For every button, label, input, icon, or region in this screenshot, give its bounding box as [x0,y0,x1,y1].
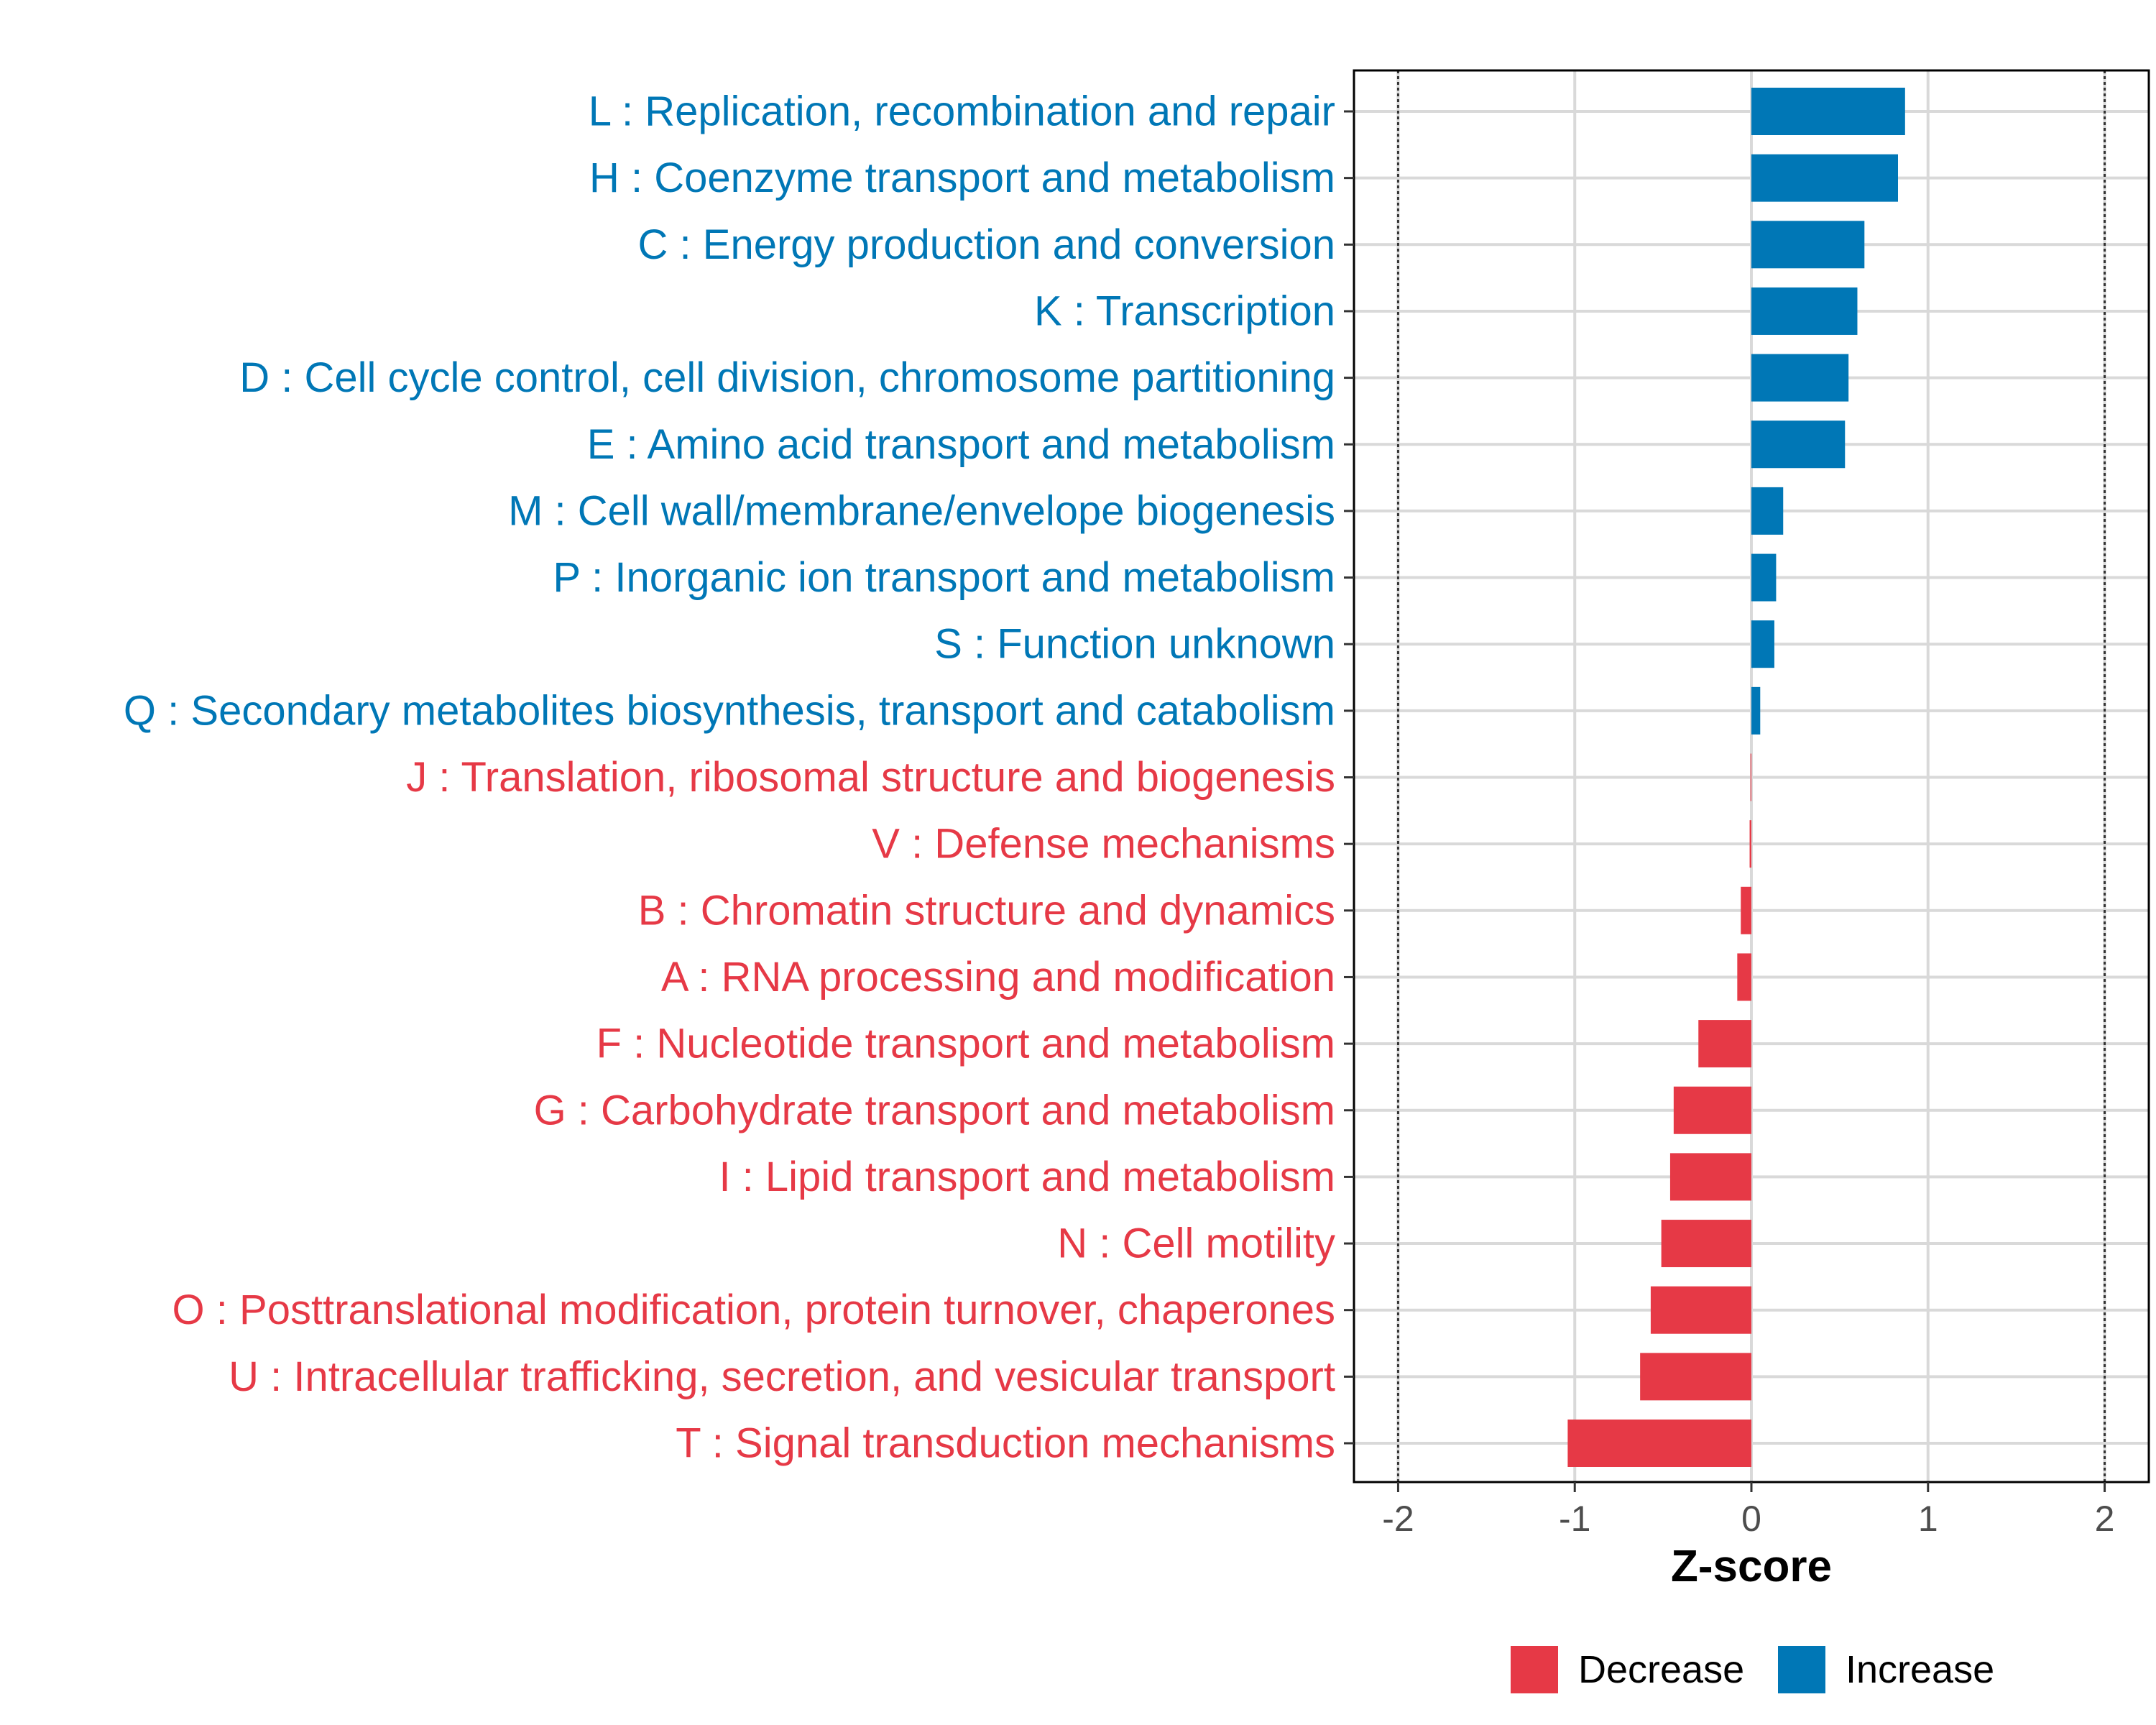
category-label: D : Cell cycle control, cell division, c… [239,354,1335,401]
y-axis: L : Replication, recombination and repai… [124,88,1354,1467]
bar [1737,953,1751,1001]
category-label: O : Posttranslational modification, prot… [172,1287,1335,1333]
category-label: A : RNA processing and modification [661,954,1335,1000]
x-tick-label: 1 [1918,1499,1938,1539]
category-label: S : Function unknown [934,621,1335,668]
category-label: V : Defense mechanisms [872,821,1335,868]
legend-swatch [1511,1646,1558,1693]
legend-swatch [1778,1646,1825,1693]
bar [1749,820,1751,868]
bar [1698,1020,1751,1068]
bar [1661,1220,1751,1268]
category-label: H : Coenzyme transport and metabolism [589,155,1335,201]
bar [1751,154,1898,202]
x-tick-label: 0 [1741,1499,1761,1539]
category-label: G : Carbohydrate transport and metabolis… [534,1087,1335,1133]
bar [1669,1153,1751,1201]
bar [1751,620,1774,668]
bar [1751,553,1777,602]
x-tick-label: -1 [1559,1499,1590,1539]
x-axis-title: Z-score [1671,1542,1832,1591]
bars [1567,88,1905,1467]
category-label: N : Cell motility [1057,1220,1335,1267]
category-label: J : Translation, ribosomal structure and… [406,754,1335,801]
category-label: U : Intracellular trafficking, secretion… [229,1353,1335,1400]
category-label: L : Replication, recombination and repai… [589,88,1335,135]
x-tick-label: -2 [1382,1499,1414,1539]
bar [1751,287,1858,335]
legend-label: Decrease [1578,1648,1744,1691]
category-label: E : Amino acid transport and metabolism [587,421,1335,468]
bar [1751,354,1849,402]
bar [1751,487,1784,535]
bar [1751,686,1761,735]
x-axis: -2 -1 0 1 2 [1382,1482,2114,1539]
category-label: B : Chromatin structure and dynamics [638,887,1335,934]
bar [1751,88,1905,135]
category-label: C : Energy production and conversion [638,221,1335,268]
x-tick-label: 2 [2095,1499,2115,1539]
bar [1741,886,1751,934]
category-label: M : Cell wall/membrane/envelope biogenes… [508,487,1335,534]
bar [1650,1286,1751,1334]
category-label: P : Inorganic ion transport and metaboli… [553,554,1335,601]
bar [1567,1420,1751,1467]
category-label: Q : Secondary metabolites biosynthesis, … [124,687,1335,734]
category-label: I : Lipid transport and metabolism [719,1154,1335,1200]
category-label: K : Transcription [1034,288,1335,334]
bar [1640,1353,1751,1401]
bar [1751,221,1865,269]
bar [1673,1086,1751,1134]
legend-label: Increase [1846,1648,1994,1691]
category-label: T : Signal transduction mechanisms [676,1420,1335,1467]
legend: Decrease Increase [1511,1646,1994,1693]
category-label: F : Nucleotide transport and metabolism [596,1021,1335,1067]
bar [1751,420,1846,469]
